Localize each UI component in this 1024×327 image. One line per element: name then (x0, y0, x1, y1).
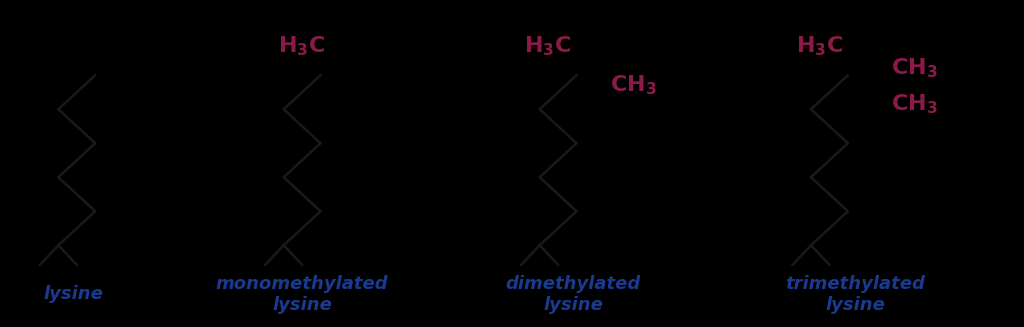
Text: $\mathbf{H_3C}$: $\mathbf{H_3C}$ (524, 34, 571, 58)
Text: $\mathbf{CH_3}$: $\mathbf{CH_3}$ (609, 73, 656, 97)
Text: trimethylated
lysine: trimethylated lysine (785, 275, 925, 314)
Text: lysine: lysine (44, 285, 103, 303)
Text: dimethylated
lysine: dimethylated lysine (506, 275, 641, 314)
Text: monomethylated
lysine: monomethylated lysine (216, 275, 388, 314)
Text: $\mathbf{CH_3}$: $\mathbf{CH_3}$ (891, 93, 938, 116)
Text: $\mathbf{CH_3}$: $\mathbf{CH_3}$ (891, 57, 938, 80)
Text: $\mathbf{H_3C}$: $\mathbf{H_3C}$ (796, 34, 843, 58)
Text: $\mathbf{H_3C}$: $\mathbf{H_3C}$ (279, 34, 326, 58)
